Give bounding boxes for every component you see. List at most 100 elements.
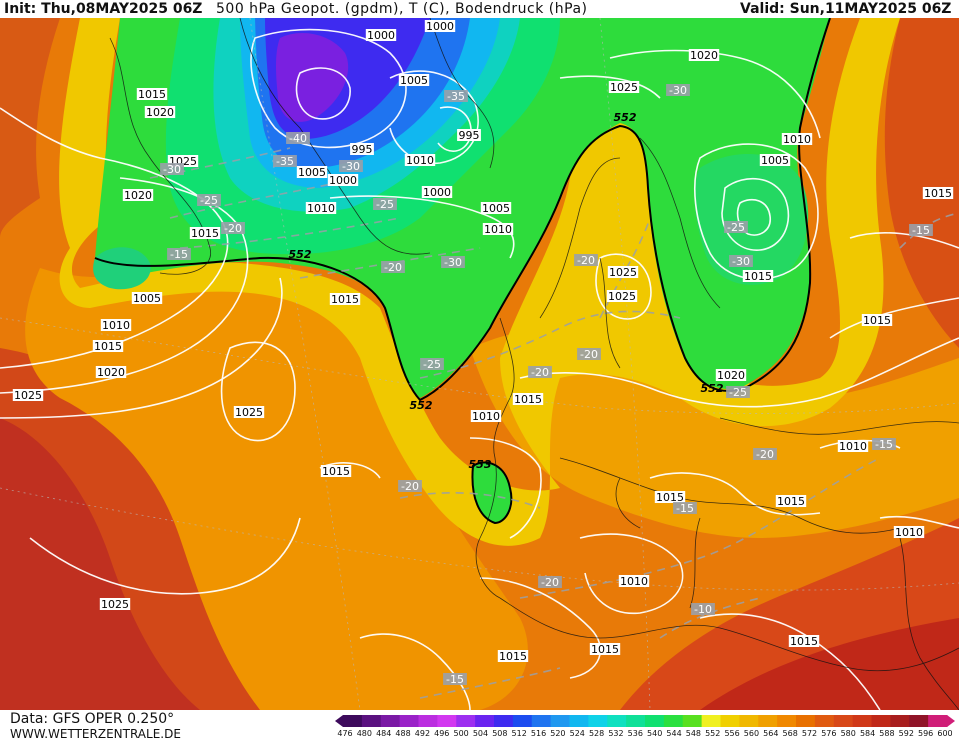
svg-text:1005: 1005 bbox=[761, 154, 789, 167]
pressure-label: 1015 bbox=[512, 393, 544, 406]
pressure-label: 1020 bbox=[715, 369, 747, 382]
colorbar-swatch bbox=[399, 715, 419, 727]
pressure-label: 1010 bbox=[618, 575, 650, 588]
pressure-label: 1010 bbox=[100, 319, 132, 332]
temp-label: -25 bbox=[197, 194, 221, 207]
colorbar-swatch bbox=[607, 715, 627, 727]
colorbar-tick-label: 572 bbox=[801, 729, 818, 738]
colorbar-swatch bbox=[890, 715, 910, 727]
svg-text:1015: 1015 bbox=[777, 495, 805, 508]
svg-text:1005: 1005 bbox=[298, 166, 326, 179]
colorbar-right-arrow bbox=[947, 715, 955, 727]
temp-label: -10 bbox=[691, 603, 715, 616]
svg-text:-30: -30 bbox=[732, 255, 750, 268]
colorbar-tick-label: 524 bbox=[569, 729, 585, 738]
colorbar-tick-label: 500 bbox=[453, 729, 469, 738]
geopotential-label: 552 bbox=[701, 382, 724, 395]
temp-label: -30 bbox=[666, 84, 690, 97]
pressure-label: 1025 bbox=[608, 81, 640, 94]
temp-label: -25 bbox=[420, 358, 444, 371]
colorbar-tick-label: 480 bbox=[356, 729, 372, 738]
svg-text:1015: 1015 bbox=[591, 643, 619, 656]
geopotential-label: 552 bbox=[289, 248, 312, 261]
colorbar-swatch bbox=[494, 715, 514, 727]
colorbar-swatch bbox=[512, 715, 533, 727]
data-source: Data: GFS OPER 0.250° bbox=[10, 711, 175, 727]
colorbar-tick-label: 484 bbox=[376, 729, 392, 738]
temp-label: -40 bbox=[286, 132, 310, 145]
pressure-label: 1020 bbox=[122, 189, 154, 202]
pressure-label: 1010 bbox=[893, 526, 925, 539]
pressure-label: 1010 bbox=[837, 440, 869, 453]
colorbar-swatch bbox=[682, 715, 703, 727]
svg-text:-25: -25 bbox=[200, 194, 218, 207]
pressure-label: 1010 bbox=[482, 223, 514, 236]
svg-text:1015: 1015 bbox=[924, 187, 952, 200]
svg-text:1010: 1010 bbox=[472, 410, 500, 423]
colorbar-swatch bbox=[814, 715, 835, 727]
pressure-label: 1005 bbox=[398, 74, 430, 87]
svg-text:1010: 1010 bbox=[783, 133, 811, 146]
colorbar-tick-label: 600 bbox=[937, 729, 953, 738]
website: WWW.WETTERZENTRALE.DE bbox=[10, 727, 181, 741]
temp-label: -15 bbox=[673, 502, 697, 515]
svg-text:1020: 1020 bbox=[690, 49, 718, 62]
pressure-label: 1025 bbox=[99, 598, 131, 611]
svg-text:-20: -20 bbox=[577, 254, 595, 267]
svg-text:1005: 1005 bbox=[400, 74, 428, 87]
colorbar-swatch bbox=[758, 715, 778, 727]
svg-text:-35: -35 bbox=[447, 90, 465, 103]
colorbar-swatch bbox=[588, 715, 608, 727]
pressure-label: 1010 bbox=[781, 133, 813, 146]
svg-text:1015: 1015 bbox=[499, 650, 527, 663]
svg-text:1020: 1020 bbox=[124, 189, 152, 202]
colorbar-tick-label: 488 bbox=[395, 729, 411, 738]
pressure-label: 1020 bbox=[144, 106, 176, 119]
svg-text:-20: -20 bbox=[531, 366, 549, 379]
temp-label: -25 bbox=[724, 221, 748, 234]
pressure-label: 1015 bbox=[861, 314, 893, 327]
svg-text:1015: 1015 bbox=[94, 340, 122, 353]
colorbar-swatch bbox=[645, 715, 665, 727]
svg-text:-15: -15 bbox=[446, 673, 464, 686]
colorbar bbox=[335, 715, 955, 727]
svg-text:552: 552 bbox=[289, 248, 312, 261]
temp-label: -30 bbox=[729, 255, 753, 268]
field-darkred-sw bbox=[0, 418, 200, 710]
field-east-low bbox=[694, 154, 809, 285]
pressure-label: 1010 bbox=[404, 154, 436, 167]
pressure-label: 1015 bbox=[922, 187, 954, 200]
pressure-label: 995 bbox=[457, 129, 481, 142]
temp-label: -30 bbox=[160, 163, 184, 176]
temp-label: -30 bbox=[339, 160, 363, 173]
svg-text:1000: 1000 bbox=[426, 20, 454, 33]
colorbar-tick-label: 492 bbox=[414, 729, 431, 738]
svg-text:1010: 1010 bbox=[839, 440, 867, 453]
colorbar-tick-label: 588 bbox=[879, 729, 895, 738]
pressure-label: 1015 bbox=[654, 491, 686, 504]
colorbar-swatch bbox=[475, 715, 495, 727]
svg-text:1025: 1025 bbox=[14, 389, 42, 402]
svg-text:1015: 1015 bbox=[790, 635, 818, 648]
colorbar-swatch bbox=[663, 715, 684, 727]
svg-text:-10: -10 bbox=[694, 603, 712, 616]
svg-text:-20: -20 bbox=[580, 348, 598, 361]
svg-text:-25: -25 bbox=[376, 198, 394, 211]
colorbar-swatch bbox=[380, 715, 401, 727]
temp-label: -20 bbox=[574, 254, 598, 267]
colorbar-swatch bbox=[720, 715, 740, 727]
map-labels: 1015 1020 1025 1020 1015 1005 1010 1015 1020 1025… bbox=[12, 20, 954, 686]
colorbar-swatch bbox=[739, 715, 759, 727]
pressure-label: 1015 bbox=[497, 650, 529, 663]
svg-text:995: 995 bbox=[459, 129, 480, 142]
svg-text:-30: -30 bbox=[342, 160, 360, 173]
svg-text:-15: -15 bbox=[912, 224, 930, 237]
colorbar-swatch bbox=[531, 715, 552, 727]
field-green-nw-low bbox=[93, 247, 151, 290]
temp-label: -35 bbox=[444, 90, 468, 103]
colorbar-tick-label: 528 bbox=[588, 729, 605, 738]
pressure-label: 1025 bbox=[606, 290, 638, 303]
svg-text:-15: -15 bbox=[875, 438, 893, 451]
svg-text:1015: 1015 bbox=[138, 88, 166, 101]
colorbar-tick-label: 552 bbox=[705, 729, 721, 738]
